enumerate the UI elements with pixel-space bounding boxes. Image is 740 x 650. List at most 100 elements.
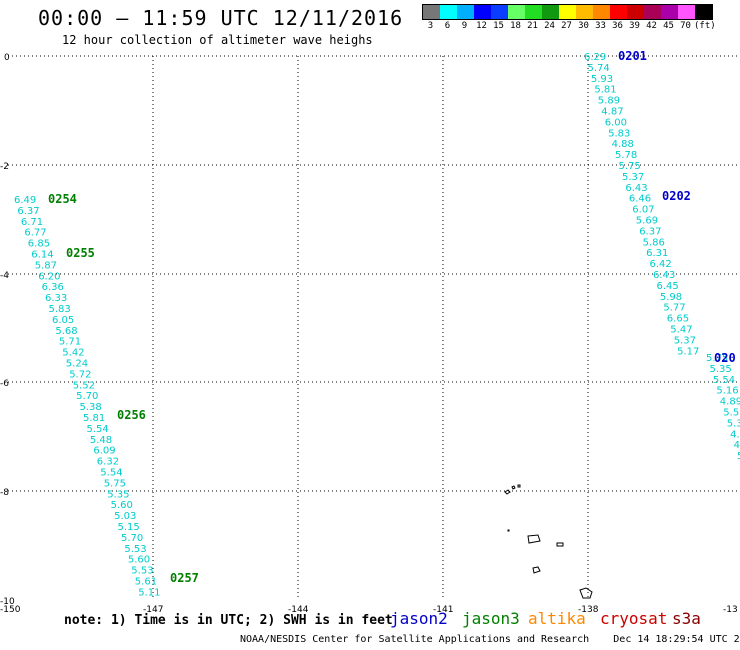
wave-height-value-right-track: 5.52 [723,408,740,419]
wave-height-value-right-track: 4.89 [720,397,740,408]
legend-swatch [423,5,440,19]
wave-height-value-mid-track: 6.46 [629,194,651,205]
track-time-label: 0202 [662,189,691,203]
y-tick-label: -6 [0,379,9,389]
island-outline [517,484,521,488]
wave-height-value-right-track: 4.76 [734,440,740,451]
wave-height-value-mid-track: 5.37 [674,335,696,346]
legend-label: 33 [595,21,606,31]
wave-height-value-left-track: 5.42 [62,348,84,359]
footer-credit: NOAA/NESDIS Center for Satellite Applica… [240,634,740,645]
track-time-label: 0255 [66,246,95,260]
wave-height-value-left-track: 6.05 [52,315,74,326]
legend-label: 18 [510,21,521,31]
x-tick-label: -144 [288,605,309,615]
island-outline [579,587,593,599]
wave-height-value-left-track: 5.54 [87,424,109,435]
color-scale-labels: 3 6 9 12 15 18 21 24 27 30 33 36 39 42 45 70 (ft) [422,21,716,31]
legend-swatch [627,5,644,19]
legend-label: 45 [663,21,674,31]
wave-height-value-mid-track: 5.47 [670,325,692,336]
satellite-legend-s3a: s3a [672,609,701,628]
wave-height-value-mid-track: 5.78 [615,150,637,161]
track-time-label: 020 [714,351,736,365]
x-tick-label: -13 [723,605,738,615]
island-outline [511,485,516,490]
track-time-label: 0257 [170,571,199,585]
wave-height-value-left-track: 5.03 [114,511,136,522]
wave-height-value-mid-track: 6.45 [657,281,679,292]
wave-height-value-left-track: 6.49 [14,195,36,206]
wave-height-value-mid-track: 5.74 [588,63,610,74]
legend-swatch [593,5,610,19]
legend-label: 42 [646,21,657,31]
y-tick-label: -10 [0,597,15,607]
legend-label: 9 [461,21,468,31]
wave-height-value-mid-track: 5.69 [636,216,658,227]
legend-label: 12 [476,21,487,31]
island-outline [556,542,564,547]
wave-height-value-mid-track: 6.65 [667,314,689,325]
legend-label: 6 [444,21,451,31]
wave-height-value-right-track: 5.16 [716,386,738,397]
legend-swatch [576,5,593,19]
wave-height-value-left-track: 5.72 [69,369,91,380]
legend-label: 30 [578,21,589,31]
wave-height-value-mid-track: 5.37 [622,172,644,183]
wave-height-value-left-track: 6.09 [93,446,115,457]
map-title: 00:00 – 11:59 UTC 12/11/2016 [38,6,404,30]
wave-height-value-mid-track: 5.77 [663,303,685,314]
legend-swatch [559,5,576,19]
wave-height-value-mid-track: 4.87 [601,107,623,118]
wave-height-value-left-track: 5.48 [90,435,112,446]
wave-height-value-left-track: 6.71 [21,217,43,228]
legend-label: 39 [629,21,640,31]
x-tick-label: -150 [0,605,21,615]
wave-height-value-left-track: 5.87 [35,260,57,271]
wave-height-value-left-track: 6.20 [38,271,60,282]
wave-height-value-left-track: 5.75 [104,478,126,489]
legend-swatch [525,5,542,19]
legend-swatch [491,5,508,19]
legend-label: (ft) [694,21,716,31]
wave-height-value-left-track: 5.61 [135,577,157,588]
legend-label: 36 [612,21,623,31]
island-outline [532,566,541,574]
island-outline [504,489,511,495]
wave-height-value-right-track: 5.54 [713,375,735,386]
wave-height-value-mid-track: 6.43 [625,183,647,194]
wave-height-value-mid-track: 6.29 [584,52,606,63]
wave-height-value-left-track: 5.81 [83,413,105,424]
wave-height-value-mid-track: 5.75 [619,161,641,172]
wave-height-value-left-track: 5.11 [138,587,160,598]
satellite-legend-jason3: jason3 [462,609,520,628]
wave-height-value-mid-track: 5.17 [677,346,699,357]
wave-height-value-left-track: 6.85 [28,239,50,250]
island-outline [527,534,541,544]
wave-height-value-mid-track: 6.07 [632,205,654,216]
legend-swatch [457,5,474,19]
wave-height-value-left-track: 5.38 [80,402,102,413]
wave-height-value-left-track: 6.37 [17,206,39,217]
wave-height-value-mid-track: 6.31 [646,248,668,259]
y-tick-label: -8 [0,488,9,498]
wave-height-value-left-track: 5.83 [49,304,71,315]
units-note: note: 1) Time is in UTC; 2) SWH is in fe… [64,613,393,628]
wave-height-value-left-track: 5.71 [59,337,81,348]
wave-height-value-right-track: 5.19 [737,451,740,462]
wave-height-value-mid-track: 5.89 [598,96,620,107]
legend-swatch [508,5,525,19]
legend-swatch [678,5,695,19]
x-tick-label: -138 [578,605,599,615]
legend-label: 3 [427,21,434,31]
legend-label: 27 [561,21,572,31]
wave-height-value-left-track: 5.54 [100,468,122,479]
wave-height-value-left-track: 5.52 [73,380,95,391]
wave-height-value-left-track: 5.68 [55,326,77,337]
wave-height-value-mid-track: 5.83 [608,128,630,139]
y-tick-label: 0 [4,53,10,63]
wave-height-value-left-track: 5.60 [128,555,150,566]
legend-label: 70 [680,21,691,31]
legend-swatch [644,5,661,19]
legend-swatch [610,5,627,19]
